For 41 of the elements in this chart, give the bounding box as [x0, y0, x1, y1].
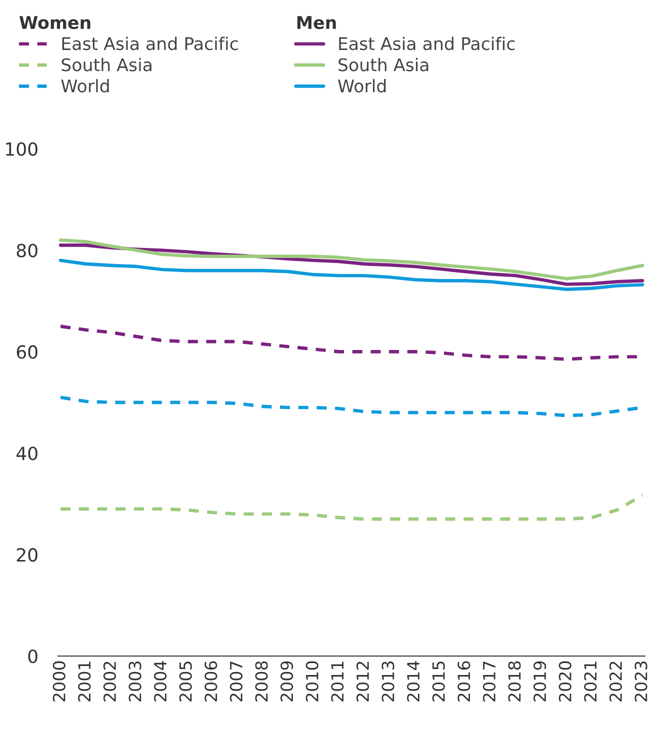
x-tick-label: 2022 [609, 662, 622, 702]
x-tick-label: 2015 [432, 662, 445, 702]
x-tick-label: 2018 [508, 661, 521, 702]
x-tick-label: 2001 [78, 662, 91, 702]
legend-label: South Asia [62, 58, 152, 72]
legend-label: World [338, 79, 386, 92]
y-tick-label: 80 [16, 244, 38, 258]
x-tick-label: 2004 [154, 661, 167, 702]
legend-label: East Asia and Pacific [62, 36, 238, 50]
y-tick-label: 20 [16, 548, 38, 562]
x-tick-label: 2016 [458, 661, 470, 702]
y-tick-label: 0 [28, 649, 38, 664]
x-tick-label: 2013 [382, 662, 394, 702]
x-tick-label: 2020 [558, 661, 572, 702]
x-tick-label: 2006 [204, 661, 218, 702]
x-tick-label: 2012 [356, 662, 369, 702]
legend-label: World [61, 79, 109, 92]
x-tick-label: 2009 [280, 661, 294, 702]
x-tick-label: 2019 [533, 661, 546, 702]
x-tick-label: 2008 [255, 661, 268, 702]
x-tick-label: 2021 [584, 662, 597, 702]
y-tick-label: 40 [16, 446, 38, 460]
x-tick-label: 2000 [52, 661, 66, 702]
x-tick-label: 2023 [634, 662, 648, 702]
y-tick-label: 60 [16, 345, 38, 359]
y-tick-label: 100 [6, 142, 38, 156]
x-tick-label: 2005 [179, 662, 192, 702]
legend-label: East Asia and Pacific [339, 36, 515, 50]
x-tick-label: 2017 [482, 662, 496, 702]
line-series [58, 258, 644, 291]
x-tick-label: 2007 [230, 662, 242, 702]
text: Women [19, 16, 90, 30]
legend-label: South Asia [338, 58, 428, 72]
line-series [58, 494, 644, 521]
line-series [58, 238, 644, 280]
x-tick-label: 2002 [103, 662, 116, 702]
text: Men [297, 16, 336, 30]
x-tick-label: 2003 [128, 662, 142, 702]
x-tick-label: 2014 [406, 661, 420, 702]
x-tick-label: 2010 [306, 661, 318, 702]
x-tick-label: 2011 [331, 662, 344, 702]
